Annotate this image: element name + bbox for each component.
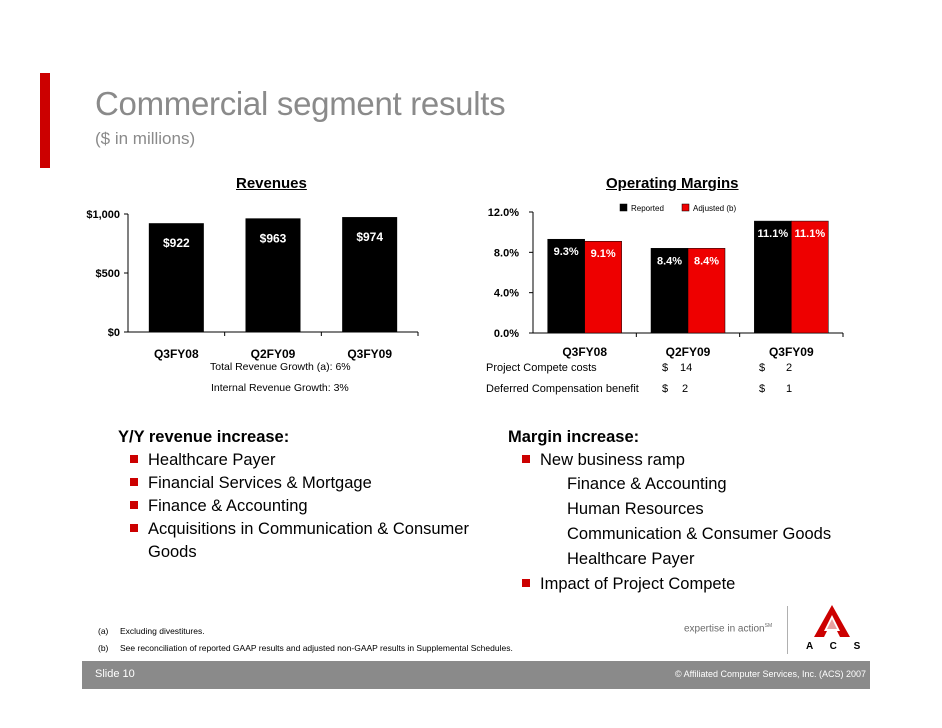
slide-number: Slide 10: [95, 668, 135, 680]
bullet-item: New business ramp: [522, 451, 685, 470]
revenue-increase-heading: Y/Y revenue increase:: [118, 428, 290, 446]
adjusted-bar: [687, 248, 726, 334]
slide-title: Commercial segment results: [95, 85, 506, 122]
adjusted-bar: [791, 220, 829, 334]
accent-bar: [40, 73, 50, 168]
y-tick-label: $0: [108, 327, 120, 339]
bullet-marker: [130, 524, 138, 532]
y-tick-label: 8.0%: [494, 247, 519, 259]
currency-sign: $: [662, 362, 669, 374]
y-tick-label: $500: [96, 268, 120, 280]
margin-chart: 0.0% 4.0% 8.0% 12.0% 9.3% 9.1% Q3FY08 8.4% 8.4% Q…: [488, 203, 844, 359]
x-tick-label: Q2FY09: [251, 347, 296, 361]
bar-value-label: 9.3%: [554, 246, 579, 258]
footer-bar: [82, 661, 870, 689]
bar-value-label: $974: [356, 230, 383, 244]
bar-value-label: 9.1%: [591, 248, 616, 260]
bullet-item: Financial Services & Mortgage: [130, 474, 372, 493]
x-tick-label: Q3FY09: [347, 347, 392, 361]
y-tick-label: 0.0%: [494, 328, 519, 340]
bar-value-label: $922: [163, 236, 190, 250]
sub-item: Finance & Accounting: [567, 475, 727, 493]
footnote-text: Excluding divestitures.: [120, 626, 205, 636]
bullet-marker: [130, 455, 138, 463]
bullet-item-continuation: Goods: [148, 543, 197, 561]
legend-swatch: [681, 203, 690, 212]
row-value-q2: 2: [682, 383, 689, 395]
currency-sign: $: [759, 362, 766, 374]
y-tick-label: 12.0%: [488, 207, 519, 219]
reported-bar: [754, 220, 792, 334]
copyright: © Affiliated Computer Services, Inc. (AC…: [675, 669, 867, 679]
sub-item: Human Resources: [567, 500, 704, 518]
internal-revenue-growth: Internal Revenue Growth: 3%: [211, 382, 349, 394]
acs-logo-icon: [814, 605, 850, 637]
bullet-marker: [522, 455, 530, 463]
currency-sign: $: [662, 383, 669, 395]
margin-table-row: Deferred Compensation benefit $ 2 $ 1: [486, 383, 806, 399]
x-tick-label: Q3FY09: [769, 345, 814, 359]
logo-wordmark: A C S: [806, 641, 868, 652]
currency-sign: $: [759, 383, 766, 395]
reported-bar: [650, 248, 689, 334]
bullet-item: Impact of Project Compete: [522, 575, 735, 594]
bar-value-label: 8.4%: [657, 255, 682, 267]
margin-increase-heading: Margin increase:: [508, 428, 640, 446]
legend-label: Adjusted (b): [693, 204, 736, 213]
legend-label: Reported: [631, 204, 664, 213]
row-value-q3: 1: [786, 383, 793, 395]
divider: [787, 606, 788, 654]
x-tick-label: Q3FY08: [562, 345, 607, 359]
reported-bar: [547, 238, 585, 334]
slide-subtitle: ($ in millions): [95, 129, 196, 148]
bar-value-label: 8.4%: [694, 255, 719, 267]
margin-table-row: Project Compete costs $ 14 $ 2: [486, 362, 806, 378]
bullet-item: Healthcare Payer: [130, 451, 275, 470]
revenue-bar: [245, 218, 301, 332]
row-value-q3: 2: [786, 362, 793, 374]
sub-item: Healthcare Payer: [567, 550, 695, 568]
revenue-chart: $0 $500 $1,000 $922 Q3FY08 $963 Q2FY09 $974 Q3FY…: [86, 209, 419, 361]
revenue-chart-title: Revenues: [236, 175, 307, 192]
bullet-marker: [522, 579, 530, 587]
legend-swatch: [619, 203, 628, 212]
total-revenue-growth: Total Revenue Growth (a): 6%: [210, 361, 351, 373]
y-tick-label: $1,000: [86, 209, 120, 221]
row-label: Project Compete costs: [486, 362, 597, 374]
x-tick-label: Q3FY08: [154, 347, 199, 361]
bar-value-label: 11.1%: [795, 228, 826, 240]
row-value-q2: 14: [680, 362, 693, 374]
revenue-bar: [342, 217, 398, 332]
sub-item: Communication & Consumer Goods: [567, 525, 832, 543]
bar-value-label: $963: [260, 231, 287, 245]
y-tick-label: 4.0%: [494, 288, 519, 300]
bar-value-label: 11.1%: [758, 228, 789, 240]
adjusted-bar: [584, 240, 622, 334]
footnote-mark: (b): [98, 643, 109, 653]
bullet-marker: [130, 501, 138, 509]
tagline: expertise in actionSM: [684, 623, 773, 635]
x-tick-label: Q2FY09: [666, 345, 711, 359]
footnote-text: See reconciliation of reported GAAP resu…: [120, 643, 513, 653]
bullet-item: Acquisitions in Communication & Consumer: [130, 520, 469, 539]
bullet-item: Finance & Accounting: [130, 497, 308, 516]
bullet-marker: [130, 478, 138, 486]
row-label: Deferred Compensation benefit: [486, 383, 639, 395]
margin-chart-title: Operating Margins: [606, 175, 739, 192]
footnote-mark: (a): [98, 626, 109, 636]
revenue-bar: [148, 223, 204, 332]
